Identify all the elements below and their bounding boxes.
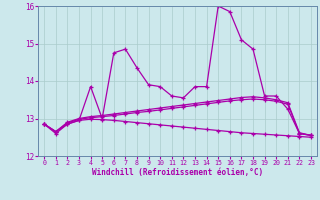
X-axis label: Windchill (Refroidissement éolien,°C): Windchill (Refroidissement éolien,°C) [92, 168, 263, 177]
